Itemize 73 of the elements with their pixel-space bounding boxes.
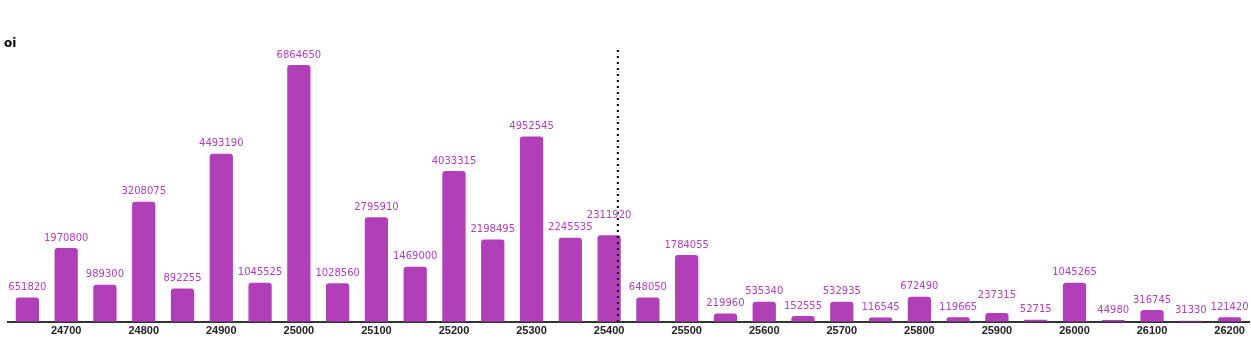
bar: [519, 136, 544, 322]
data-label: 6864650: [276, 48, 322, 60]
data-label: 651820: [8, 281, 47, 293]
x-tick-label: 25400: [593, 324, 625, 337]
data-label: 672490: [900, 280, 939, 292]
bar: [403, 266, 427, 322]
bar: [364, 217, 389, 322]
bar: [597, 235, 621, 322]
x-tick-label: 25900: [981, 324, 1013, 337]
data-label: 4952545: [509, 120, 554, 132]
bar: [209, 153, 233, 322]
data-label: 237315: [977, 288, 1017, 300]
data-label: 989300: [85, 268, 125, 280]
data-label: 535340: [745, 285, 784, 297]
bar: [636, 297, 660, 322]
bar: [15, 297, 40, 322]
data-label: 1045525: [237, 266, 283, 278]
data-label: 119665: [939, 300, 978, 312]
x-tick-label: 25600: [748, 324, 780, 337]
data-label: 1469000: [392, 250, 438, 262]
bar: [907, 296, 931, 322]
bar: [326, 283, 350, 322]
data-label: 1784055: [664, 238, 709, 250]
bar: [1140, 309, 1164, 322]
bar: [287, 65, 311, 322]
x-tick-label: 25100: [361, 324, 392, 337]
x-tick-label: 26000: [1059, 324, 1090, 337]
bar: [442, 170, 466, 322]
data-label: 52715: [1019, 303, 1052, 315]
data-label: 2245535: [548, 221, 593, 233]
x-tick-label: 25300: [516, 324, 547, 337]
data-label: 121420: [1210, 300, 1249, 312]
data-label: 31330: [1174, 304, 1207, 316]
data-label: 4493190: [199, 137, 244, 149]
data-label: 152555: [783, 299, 823, 311]
x-tick-label: 26200: [1214, 324, 1245, 337]
data-label: 3208075: [121, 185, 167, 197]
bar: [481, 239, 505, 322]
data-label: 4033315: [431, 154, 477, 166]
bar: [248, 282, 272, 322]
x-tick-label: 24800: [128, 324, 160, 337]
data-label: 2795910: [354, 200, 399, 212]
bar: [170, 288, 195, 322]
data-label: 316745: [1132, 293, 1172, 305]
x-tick-label: 24700: [50, 324, 82, 337]
bar: [54, 248, 78, 322]
data-label: 1028560: [315, 266, 360, 278]
bar: [1062, 282, 1087, 322]
data-label: 219960: [706, 297, 745, 309]
x-tick-label: 25700: [826, 324, 858, 337]
data-label: 116545: [861, 301, 900, 313]
data-label: 44980: [1097, 303, 1130, 315]
x-tick-label: 25800: [904, 324, 935, 337]
data-label: 532935: [822, 285, 861, 297]
bar: [830, 301, 854, 322]
data-label: 2198495: [470, 223, 516, 235]
bar: [675, 255, 699, 322]
x-tick-label: 24900: [206, 324, 237, 337]
data-label: 648050: [628, 281, 667, 293]
data-label: 2311920: [586, 209, 632, 221]
x-tick-label: 25200: [438, 324, 470, 337]
bar: [752, 301, 776, 322]
data-label: 1970800: [43, 231, 89, 243]
x-tick-label: 26100: [1136, 324, 1168, 337]
data-label: 1045265: [1052, 266, 1097, 278]
bar: [985, 312, 1009, 322]
x-tick-label: 25000: [283, 324, 315, 337]
x-tick-label: 25500: [671, 324, 702, 337]
bar: [132, 201, 156, 322]
bar: [93, 284, 117, 322]
data-label: 892255: [163, 272, 202, 284]
y-axis-title: oi: [4, 36, 17, 50]
bar: [558, 237, 582, 322]
